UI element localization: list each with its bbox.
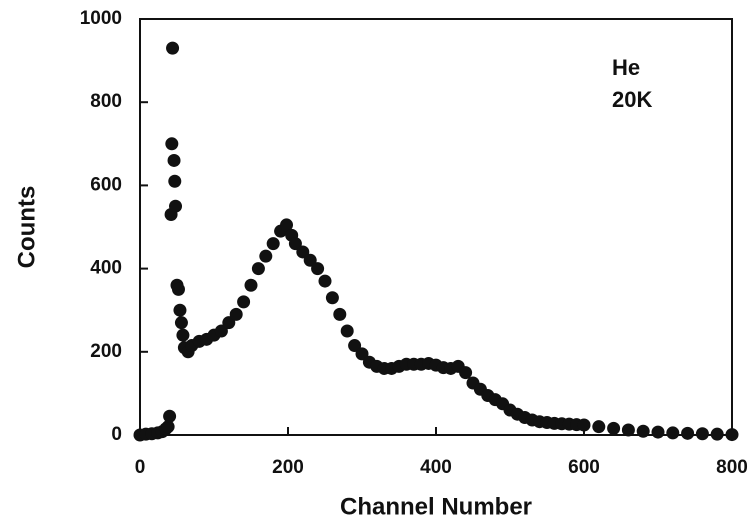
x-tick-label: 0 (135, 457, 146, 478)
data-point (311, 262, 325, 276)
x-tick-label: 200 (272, 457, 304, 478)
y-tick-label: 0 (111, 424, 122, 445)
data-point (621, 423, 635, 437)
data-point (710, 427, 724, 441)
y-axis-title: Counts (13, 186, 40, 269)
data-point (592, 420, 606, 434)
data-point (651, 425, 665, 439)
data-point (167, 153, 181, 167)
y-tick-label: 1000 (80, 8, 122, 29)
y-tick-label: 200 (90, 341, 122, 362)
data-point (173, 303, 187, 317)
data-point (333, 307, 347, 321)
data-point (237, 295, 251, 309)
y-tick-label: 600 (90, 174, 122, 195)
data-point (163, 409, 177, 423)
data-point (355, 347, 369, 361)
x-tick-label: 800 (716, 457, 748, 478)
plot-frame (139, 18, 733, 436)
data-point (666, 426, 680, 440)
data-point (244, 278, 258, 292)
y-tick-label: 800 (90, 91, 122, 112)
annotation: He (612, 55, 640, 80)
data-point (288, 237, 302, 251)
data-point (348, 339, 362, 353)
x-tick-label: 400 (420, 457, 452, 478)
data-point (325, 291, 339, 305)
data-point (251, 262, 265, 276)
data-point (214, 324, 228, 338)
data-point (577, 418, 591, 432)
data-point (266, 237, 280, 251)
data-point (296, 245, 310, 259)
data-point (725, 428, 739, 442)
data-point (636, 424, 650, 438)
x-axis-title: Channel Number (340, 493, 532, 520)
data-point (165, 137, 179, 151)
x-tick-label: 600 (568, 457, 600, 478)
data-point (161, 420, 175, 434)
data-point (318, 274, 332, 288)
data-point (607, 421, 621, 435)
data-point (340, 324, 354, 338)
data-point (166, 41, 180, 55)
data-point (280, 218, 294, 232)
data-point (174, 316, 188, 330)
annotation: 20K (612, 87, 652, 112)
data-point (695, 427, 709, 441)
data-point (176, 328, 190, 342)
y-tick-label: 400 (90, 258, 122, 279)
data-point (303, 253, 317, 267)
data-point (169, 199, 183, 213)
data-point (681, 426, 695, 440)
data-point (229, 307, 243, 321)
data-point (259, 249, 273, 263)
data-point (171, 282, 185, 296)
data-point (222, 316, 236, 330)
data-point (459, 366, 473, 380)
data-point (168, 174, 182, 188)
